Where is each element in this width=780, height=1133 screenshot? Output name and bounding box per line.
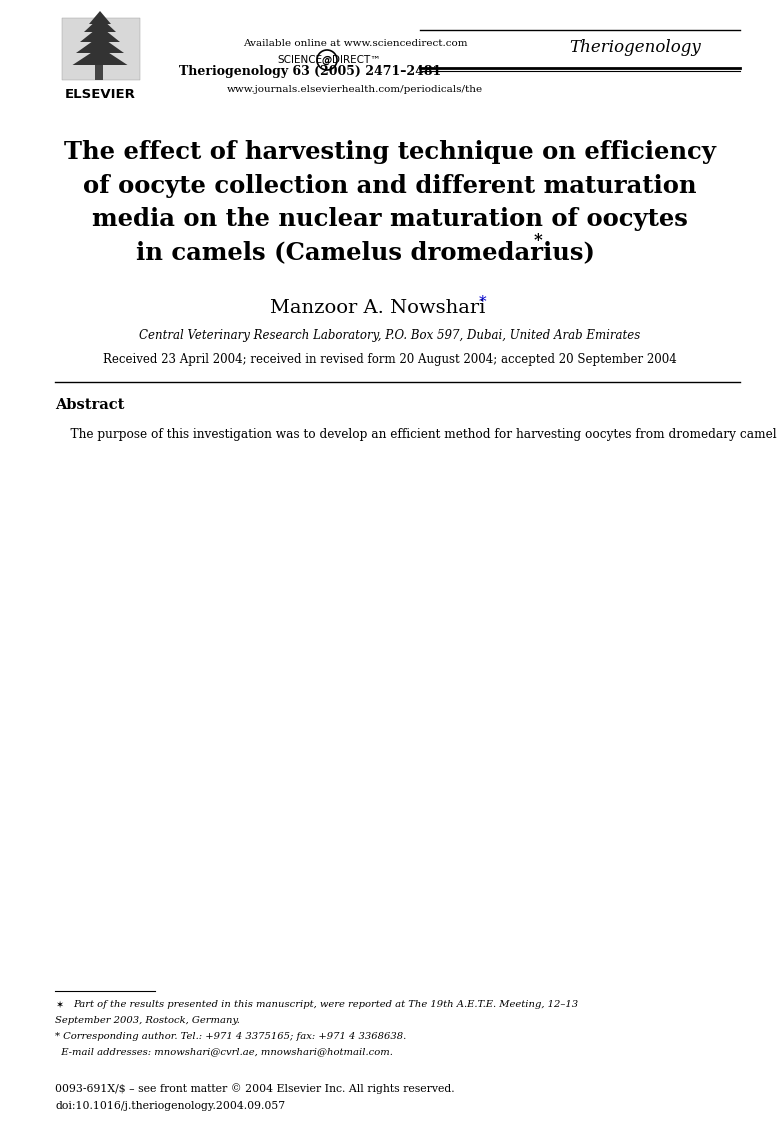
Text: doi:10.1016/j.theriogenology.2004.09.057: doi:10.1016/j.theriogenology.2004.09.057 (55, 1101, 285, 1111)
Text: The effect of harvesting technique on efficiency: The effect of harvesting technique on ef… (64, 140, 716, 164)
Text: Part of the results presented in this manuscript, were reported at The 19th A.E.: Part of the results presented in this ma… (73, 1000, 578, 1010)
Bar (62, 18, 140, 80)
Text: September 2003, Rostock, Germany.: September 2003, Rostock, Germany. (55, 1016, 240, 1025)
Text: The purpose of this investigation was to develop an efficient method for harvest: The purpose of this investigation was to… (55, 428, 780, 441)
Text: Abstract: Abstract (55, 398, 124, 412)
Text: Central Veterinary Research Laboratory, P.O. Box 597, Dubai, United Arab Emirate: Central Veterinary Research Laboratory, … (140, 330, 640, 342)
Text: 0093-691X/$ – see front matter © 2004 Elsevier Inc. All rights reserved.: 0093-691X/$ – see front matter © 2004 El… (55, 1083, 455, 1093)
Text: ✶: ✶ (55, 1000, 63, 1010)
Bar (95, 65, 103, 80)
Text: www.journals.elsevierhealth.com/periodicals/the: www.journals.elsevierhealth.com/periodic… (227, 85, 483, 94)
Text: Manzoor A. Nowshari: Manzoor A. Nowshari (271, 299, 486, 317)
Polygon shape (73, 46, 127, 65)
Polygon shape (84, 17, 116, 32)
Text: in camels (Camelus dromedarius): in camels (Camelus dromedarius) (136, 240, 594, 264)
Text: * Corresponding author. Tel.: +971 4 3375165; fax: +971 4 3368638.: * Corresponding author. Tel.: +971 4 337… (55, 1032, 406, 1041)
Text: ELSEVIER: ELSEVIER (65, 88, 136, 101)
Text: DIRECT™: DIRECT™ (332, 56, 381, 65)
Text: Available online at www.sciencedirect.com: Available online at www.sciencedirect.co… (243, 39, 467, 48)
Polygon shape (80, 26, 120, 42)
Text: *: * (534, 232, 542, 249)
Text: of oocyte collection and different maturation: of oocyte collection and different matur… (83, 173, 697, 197)
Text: E-mail addresses: mnowshari@cvrl.ae, mnowshari@hotmail.com.: E-mail addresses: mnowshari@cvrl.ae, mno… (55, 1047, 393, 1056)
Text: Theriogenology 63 (2005) 2471–2481: Theriogenology 63 (2005) 2471–2481 (179, 66, 441, 78)
Text: SCIENCE: SCIENCE (277, 56, 322, 65)
Polygon shape (76, 36, 124, 53)
Text: *: * (479, 295, 487, 309)
Text: Received 23 April 2004; received in revised form 20 August 2004; accepted 20 Sep: Received 23 April 2004; received in revi… (103, 353, 677, 366)
Text: media on the nuclear maturation of oocytes: media on the nuclear maturation of oocyt… (92, 207, 688, 231)
Text: Theriogenology: Theriogenology (569, 40, 701, 57)
Polygon shape (89, 11, 111, 24)
Text: @: @ (322, 56, 332, 65)
